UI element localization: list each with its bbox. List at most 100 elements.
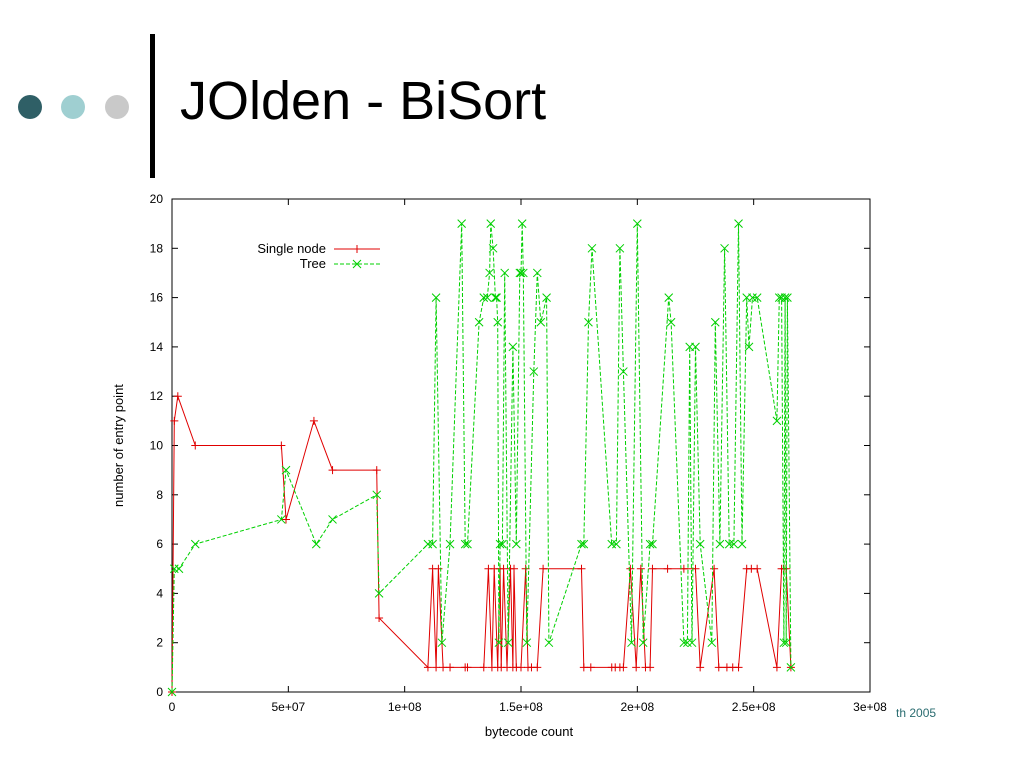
data-point-tree bbox=[664, 293, 674, 302]
data-point-tree bbox=[437, 638, 447, 648]
data-point-tree bbox=[707, 638, 717, 648]
data-point-single-node bbox=[696, 663, 705, 672]
x-tick-label: 5e+07 bbox=[271, 700, 305, 714]
bullet-dot-teal bbox=[61, 95, 85, 119]
data-point-tree bbox=[544, 638, 554, 648]
data-point-tree bbox=[431, 293, 441, 302]
data-point-single-node bbox=[309, 416, 318, 425]
y-tick-label: 16 bbox=[150, 291, 164, 305]
x-tick-label: 3e+08 bbox=[853, 700, 887, 714]
data-point-tree bbox=[281, 465, 291, 475]
data-point-tree bbox=[691, 342, 700, 352]
data-point-single-node bbox=[533, 663, 542, 672]
data-point-tree bbox=[491, 293, 500, 302]
data-point-single-node bbox=[439, 663, 448, 672]
data-point-single-node bbox=[277, 441, 286, 450]
data-point-tree bbox=[492, 293, 501, 302]
data-point-tree bbox=[498, 539, 507, 549]
data-point-tree bbox=[579, 539, 589, 549]
data-point-tree bbox=[786, 662, 796, 672]
x-tick-label: 1e+08 bbox=[388, 700, 422, 714]
legend-label-single-node: Single node bbox=[257, 241, 326, 256]
data-point-tree bbox=[542, 293, 551, 302]
data-point-tree bbox=[372, 490, 382, 500]
data-point-tree bbox=[729, 539, 739, 549]
data-point-tree bbox=[522, 638, 532, 648]
data-point-tree bbox=[167, 687, 177, 697]
data-point-tree bbox=[638, 638, 648, 648]
data-point-tree bbox=[529, 367, 539, 376]
bullet-dot-dark bbox=[18, 95, 42, 119]
data-point-tree bbox=[463, 539, 472, 549]
data-point-tree bbox=[781, 638, 791, 648]
data-point-tree bbox=[276, 515, 286, 524]
data-point-single-node bbox=[170, 416, 179, 425]
data-point-tree bbox=[428, 539, 437, 549]
data-point-tree bbox=[511, 539, 521, 549]
data-point-single-node bbox=[577, 564, 586, 573]
data-point-single-node bbox=[463, 663, 472, 672]
data-point-single-node bbox=[579, 663, 588, 672]
data-point-single-node bbox=[446, 663, 455, 672]
data-point-tree bbox=[737, 539, 747, 549]
data-point-single-node bbox=[663, 564, 672, 573]
data-point-tree bbox=[687, 638, 697, 648]
x-tick-label: 0 bbox=[169, 700, 176, 714]
data-point-tree bbox=[783, 293, 792, 302]
data-point-single-node bbox=[626, 564, 635, 573]
data-point-tree bbox=[619, 367, 628, 376]
data-point-single-node bbox=[173, 392, 182, 401]
data-point-tree bbox=[780, 293, 790, 302]
data-point-single-node bbox=[372, 466, 381, 475]
data-point-tree bbox=[720, 243, 729, 253]
data-point-single-node bbox=[539, 564, 548, 573]
x-tick-label: 1.5e+08 bbox=[499, 700, 543, 714]
data-point-tree bbox=[374, 589, 384, 598]
y-axis-label: number of entry point bbox=[111, 384, 126, 507]
data-point-tree bbox=[479, 293, 489, 302]
data-point-tree bbox=[584, 317, 593, 327]
y-tick-label: 18 bbox=[150, 241, 164, 255]
data-point-tree bbox=[486, 219, 496, 229]
data-point-tree bbox=[587, 243, 597, 253]
data-point-tree bbox=[516, 268, 526, 278]
data-point-tree bbox=[517, 219, 527, 229]
data-point-tree bbox=[174, 564, 184, 574]
data-point-single-node bbox=[734, 663, 743, 672]
data-point-single-node bbox=[510, 564, 519, 573]
data-point-tree bbox=[710, 317, 720, 327]
data-point-tree bbox=[457, 219, 467, 229]
x-tick-label: 2.5e+08 bbox=[732, 700, 776, 714]
data-point-single-node bbox=[499, 564, 508, 573]
data-point-single-node bbox=[753, 564, 762, 573]
x-axis-label: bytecode count bbox=[485, 724, 574, 739]
data-point-tree bbox=[328, 515, 337, 524]
data-point-tree bbox=[445, 539, 455, 549]
y-tick-label: 8 bbox=[156, 488, 163, 502]
data-point-tree bbox=[460, 539, 470, 549]
data-point-tree bbox=[666, 317, 676, 327]
data-point-single-node bbox=[648, 564, 657, 573]
data-point-single-node bbox=[636, 564, 645, 573]
data-point-tree bbox=[482, 293, 492, 302]
data-point-tree bbox=[532, 268, 542, 278]
y-tick-label: 20 bbox=[150, 192, 164, 206]
data-point-tree bbox=[515, 268, 525, 278]
footer-text: th 2005 bbox=[896, 706, 937, 720]
data-point-tree bbox=[536, 317, 546, 327]
data-point-tree bbox=[752, 293, 762, 302]
data-point-single-node bbox=[646, 663, 655, 672]
data-point-single-node bbox=[517, 663, 525, 672]
data-point-tree bbox=[493, 317, 503, 327]
data-point-tree bbox=[772, 416, 782, 426]
data-point-single-node bbox=[714, 663, 723, 672]
title-divider bbox=[150, 34, 155, 178]
data-point-single-node bbox=[328, 466, 337, 475]
data-point-tree bbox=[627, 638, 636, 648]
data-point-tree bbox=[474, 317, 484, 327]
data-point-tree bbox=[495, 539, 505, 549]
y-tick-label: 2 bbox=[156, 636, 163, 650]
data-point-tree bbox=[632, 219, 642, 229]
data-point-tree bbox=[612, 539, 621, 549]
